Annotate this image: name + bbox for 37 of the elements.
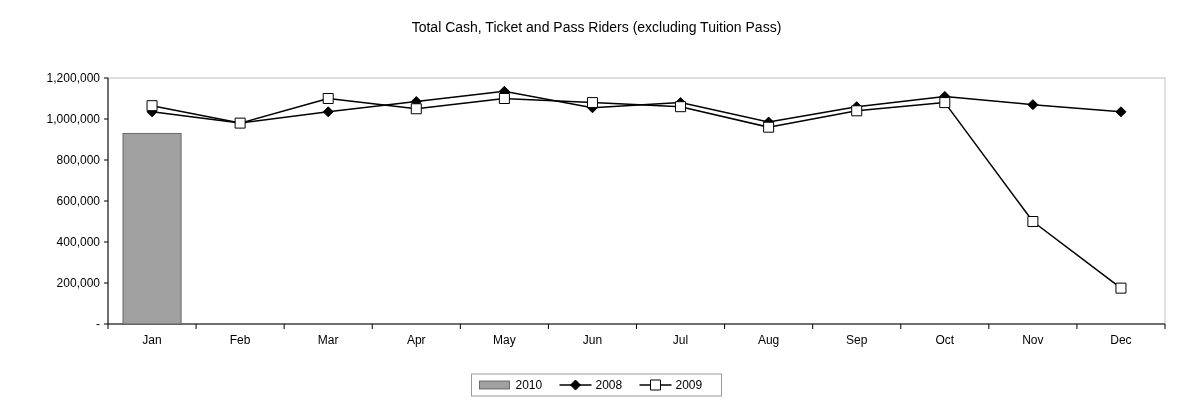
x-tick-label: Feb <box>229 333 251 347</box>
y-tick-label: 200,000 <box>56 276 101 291</box>
y-tick-label: 800,000 <box>56 153 101 168</box>
point <box>146 100 158 112</box>
point <box>1027 216 1039 227</box>
point <box>322 106 334 118</box>
legend-label: 2009 <box>675 378 703 393</box>
x-tick-label: Jan <box>142 333 162 347</box>
chart-title: Total Cash, Ticket and Pass Riders (excluding Tuition Pass) <box>411 19 782 35</box>
x-tick-label: Jun <box>582 333 603 347</box>
legend-label: 2008 <box>595 378 623 393</box>
point <box>586 97 598 109</box>
point <box>498 93 510 104</box>
y-tick-label: 1,000,000 <box>46 112 101 127</box>
point <box>939 97 951 109</box>
x-tick-label: Nov <box>1022 333 1044 347</box>
y-tick-label: - <box>96 317 100 332</box>
x-tick-label: Apr <box>406 333 426 347</box>
point <box>410 103 422 115</box>
x-tick-label: Oct <box>935 333 955 347</box>
x-tick-label: Jul <box>672 333 689 347</box>
y-tick-label: 400,000 <box>56 235 101 250</box>
point <box>675 101 687 113</box>
x-tick-label: May <box>493 333 516 347</box>
x-tick-label: Aug <box>757 333 780 347</box>
y-tick-label: 1,200,000 <box>46 71 101 86</box>
point <box>322 93 334 104</box>
point <box>1027 99 1039 111</box>
point <box>851 105 863 117</box>
legend-label: 2010 <box>515 378 543 393</box>
x-tick-label: Sep <box>846 333 868 347</box>
y-tick-label: 600,000 <box>56 194 101 209</box>
point <box>1115 282 1127 294</box>
x-tick-label: Mar <box>317 333 339 347</box>
x-tick-label: Dec <box>1110 333 1132 347</box>
point <box>763 121 775 133</box>
point <box>1115 106 1127 118</box>
